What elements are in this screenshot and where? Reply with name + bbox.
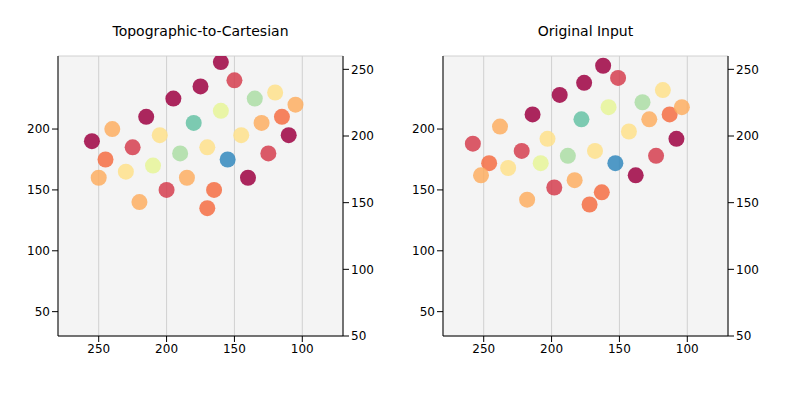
svg-text:150: 150	[27, 183, 50, 197]
svg-text:50: 50	[351, 329, 366, 343]
svg-text:150: 150	[608, 342, 631, 356]
svg-text:50: 50	[736, 329, 751, 343]
svg-text:50: 50	[35, 305, 50, 319]
svg-text:100: 100	[676, 342, 699, 356]
svg-text:200: 200	[736, 129, 759, 143]
svg-text:150: 150	[351, 196, 374, 210]
svg-text:250: 250	[472, 342, 495, 356]
html-text:Topographic-to-Cartesian: Topographic-to-Cartesian	[112, 23, 289, 39]
svg-text:150: 150	[412, 183, 435, 197]
svg-text:100: 100	[351, 263, 374, 277]
svg-text:200: 200	[351, 129, 374, 143]
svg-text:200: 200	[412, 122, 435, 136]
svg-text:200: 200	[27, 122, 50, 136]
svg-text:250: 250	[351, 63, 374, 77]
svg-text:150: 150	[223, 342, 246, 356]
svg-text:250: 250	[87, 342, 110, 356]
svg-text:100: 100	[291, 342, 314, 356]
svg-text:100: 100	[736, 263, 759, 277]
svg-text:250: 250	[736, 63, 759, 77]
svg-text:150: 150	[736, 196, 759, 210]
svg-text:100: 100	[27, 244, 50, 258]
svg-text:100: 100	[412, 244, 435, 258]
svg-text:50: 50	[420, 305, 435, 319]
html-text:Original Input: Original Input	[537, 23, 634, 39]
svg-text:200: 200	[540, 342, 563, 356]
svg-text:200: 200	[155, 342, 178, 356]
